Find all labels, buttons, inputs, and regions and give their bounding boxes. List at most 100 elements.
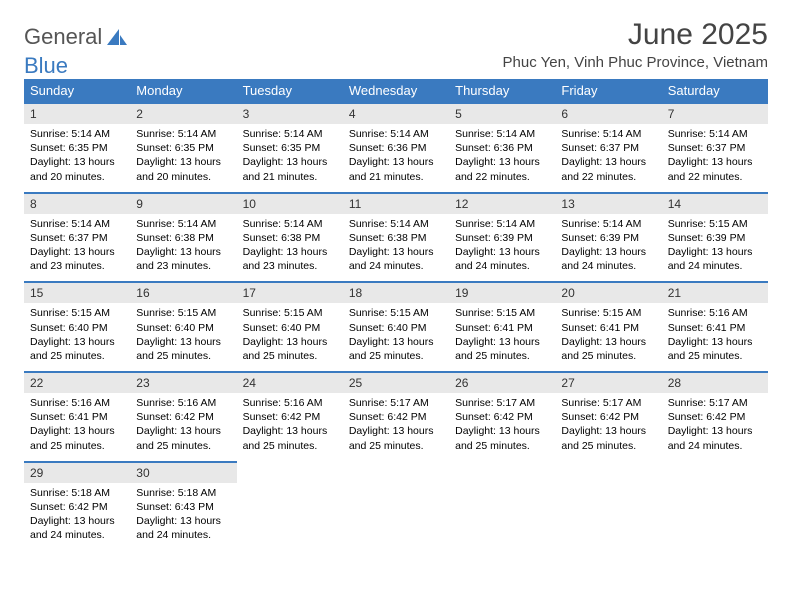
calendar-day-cell [343,461,449,551]
day-details: Sunrise: 5:18 AMSunset: 6:43 PMDaylight:… [130,483,236,551]
day-details: Sunrise: 5:14 AMSunset: 6:38 PMDaylight:… [343,214,449,282]
day-details: Sunrise: 5:14 AMSunset: 6:37 PMDaylight:… [24,214,130,282]
day-details: Sunrise: 5:16 AMSunset: 6:41 PMDaylight:… [662,303,768,371]
calendar-week-row: 29Sunrise: 5:18 AMSunset: 6:42 PMDayligh… [24,461,768,551]
calendar-day-cell: 17Sunrise: 5:15 AMSunset: 6:40 PMDayligh… [237,281,343,371]
location: Phuc Yen, Vinh Phuc Province, Vietnam [503,54,768,71]
day-number: 7 [662,102,768,124]
calendar-day-cell: 23Sunrise: 5:16 AMSunset: 6:42 PMDayligh… [130,371,236,461]
day-details: Sunrise: 5:14 AMSunset: 6:36 PMDaylight:… [343,124,449,192]
calendar-day-cell: 27Sunrise: 5:17 AMSunset: 6:42 PMDayligh… [555,371,661,461]
weekday-header: Thursday [449,79,555,102]
weekday-header: Wednesday [343,79,449,102]
weekday-header: Monday [130,79,236,102]
day-number: 25 [343,371,449,393]
calendar-day-cell: 6Sunrise: 5:14 AMSunset: 6:37 PMDaylight… [555,102,661,192]
calendar-day-cell: 20Sunrise: 5:15 AMSunset: 6:41 PMDayligh… [555,281,661,371]
calendar-day-cell [555,461,661,551]
day-details: Sunrise: 5:17 AMSunset: 6:42 PMDaylight:… [662,393,768,461]
day-number: 23 [130,371,236,393]
day-number: 14 [662,192,768,214]
calendar-day-cell: 22Sunrise: 5:16 AMSunset: 6:41 PMDayligh… [24,371,130,461]
logo: General [24,18,128,50]
calendar-week-row: 8Sunrise: 5:14 AMSunset: 6:37 PMDaylight… [24,192,768,282]
month-title: June 2025 [503,18,768,52]
day-number: 19 [449,281,555,303]
day-details: Sunrise: 5:18 AMSunset: 6:42 PMDaylight:… [24,483,130,551]
day-details: Sunrise: 5:14 AMSunset: 6:39 PMDaylight:… [449,214,555,282]
calendar-day-cell: 10Sunrise: 5:14 AMSunset: 6:38 PMDayligh… [237,192,343,282]
day-details: Sunrise: 5:14 AMSunset: 6:38 PMDaylight:… [130,214,236,282]
day-number: 6 [555,102,661,124]
day-number: 12 [449,192,555,214]
calendar-day-cell [237,461,343,551]
day-number: 16 [130,281,236,303]
day-number: 24 [237,371,343,393]
calendar-day-cell: 16Sunrise: 5:15 AMSunset: 6:40 PMDayligh… [130,281,236,371]
day-details: Sunrise: 5:16 AMSunset: 6:42 PMDaylight:… [130,393,236,461]
calendar-day-cell: 18Sunrise: 5:15 AMSunset: 6:40 PMDayligh… [343,281,449,371]
calendar-day-cell [662,461,768,551]
calendar-day-cell: 29Sunrise: 5:18 AMSunset: 6:42 PMDayligh… [24,461,130,551]
calendar-day-cell: 3Sunrise: 5:14 AMSunset: 6:35 PMDaylight… [237,102,343,192]
calendar-day-cell: 5Sunrise: 5:14 AMSunset: 6:36 PMDaylight… [449,102,555,192]
calendar-day-cell: 1Sunrise: 5:14 AMSunset: 6:35 PMDaylight… [24,102,130,192]
calendar-day-cell: 30Sunrise: 5:18 AMSunset: 6:43 PMDayligh… [130,461,236,551]
calendar-body: 1Sunrise: 5:14 AMSunset: 6:35 PMDaylight… [24,102,768,550]
calendar-week-row: 22Sunrise: 5:16 AMSunset: 6:41 PMDayligh… [24,371,768,461]
calendar-day-cell: 9Sunrise: 5:14 AMSunset: 6:38 PMDaylight… [130,192,236,282]
calendar-week-row: 15Sunrise: 5:15 AMSunset: 6:40 PMDayligh… [24,281,768,371]
calendar-day-cell: 4Sunrise: 5:14 AMSunset: 6:36 PMDaylight… [343,102,449,192]
day-details: Sunrise: 5:14 AMSunset: 6:38 PMDaylight:… [237,214,343,282]
day-details: Sunrise: 5:15 AMSunset: 6:40 PMDaylight:… [130,303,236,371]
calendar-day-cell: 26Sunrise: 5:17 AMSunset: 6:42 PMDayligh… [449,371,555,461]
calendar-day-cell: 15Sunrise: 5:15 AMSunset: 6:40 PMDayligh… [24,281,130,371]
day-details: Sunrise: 5:17 AMSunset: 6:42 PMDaylight:… [449,393,555,461]
logo-sail-icon [106,28,128,46]
day-details: Sunrise: 5:16 AMSunset: 6:41 PMDaylight:… [24,393,130,461]
day-number: 21 [662,281,768,303]
day-details: Sunrise: 5:14 AMSunset: 6:39 PMDaylight:… [555,214,661,282]
day-number: 11 [343,192,449,214]
weekday-header: Tuesday [237,79,343,102]
day-number: 17 [237,281,343,303]
calendar-day-cell: 25Sunrise: 5:17 AMSunset: 6:42 PMDayligh… [343,371,449,461]
calendar-day-cell: 21Sunrise: 5:16 AMSunset: 6:41 PMDayligh… [662,281,768,371]
title-block: June 2025 Phuc Yen, Vinh Phuc Province, … [503,18,768,71]
calendar-day-cell: 14Sunrise: 5:15 AMSunset: 6:39 PMDayligh… [662,192,768,282]
day-number: 28 [662,371,768,393]
logo-text-2: Blue [24,53,68,79]
calendar-day-cell: 8Sunrise: 5:14 AMSunset: 6:37 PMDaylight… [24,192,130,282]
day-details: Sunrise: 5:14 AMSunset: 6:35 PMDaylight:… [24,124,130,192]
weekday-header: Saturday [662,79,768,102]
day-details: Sunrise: 5:14 AMSunset: 6:35 PMDaylight:… [130,124,236,192]
day-number: 1 [24,102,130,124]
day-details: Sunrise: 5:16 AMSunset: 6:42 PMDaylight:… [237,393,343,461]
day-details: Sunrise: 5:15 AMSunset: 6:39 PMDaylight:… [662,214,768,282]
day-details: Sunrise: 5:14 AMSunset: 6:37 PMDaylight:… [662,124,768,192]
day-number: 20 [555,281,661,303]
day-number: 29 [24,461,130,483]
day-number: 15 [24,281,130,303]
day-details: Sunrise: 5:14 AMSunset: 6:36 PMDaylight:… [449,124,555,192]
calendar-week-row: 1Sunrise: 5:14 AMSunset: 6:35 PMDaylight… [24,102,768,192]
calendar-day-cell: 12Sunrise: 5:14 AMSunset: 6:39 PMDayligh… [449,192,555,282]
day-number: 13 [555,192,661,214]
calendar-day-cell [449,461,555,551]
day-number: 26 [449,371,555,393]
calendar-day-cell: 13Sunrise: 5:14 AMSunset: 6:39 PMDayligh… [555,192,661,282]
weekday-header: Sunday [24,79,130,102]
day-number: 18 [343,281,449,303]
day-details: Sunrise: 5:14 AMSunset: 6:35 PMDaylight:… [237,124,343,192]
calendar-day-cell: 28Sunrise: 5:17 AMSunset: 6:42 PMDayligh… [662,371,768,461]
day-details: Sunrise: 5:15 AMSunset: 6:41 PMDaylight:… [449,303,555,371]
day-details: Sunrise: 5:15 AMSunset: 6:41 PMDaylight:… [555,303,661,371]
calendar-day-cell: 11Sunrise: 5:14 AMSunset: 6:38 PMDayligh… [343,192,449,282]
day-number: 22 [24,371,130,393]
day-number: 3 [237,102,343,124]
calendar-table: SundayMondayTuesdayWednesdayThursdayFrid… [24,79,768,550]
day-details: Sunrise: 5:14 AMSunset: 6:37 PMDaylight:… [555,124,661,192]
day-details: Sunrise: 5:15 AMSunset: 6:40 PMDaylight:… [343,303,449,371]
day-details: Sunrise: 5:17 AMSunset: 6:42 PMDaylight:… [555,393,661,461]
day-number: 27 [555,371,661,393]
